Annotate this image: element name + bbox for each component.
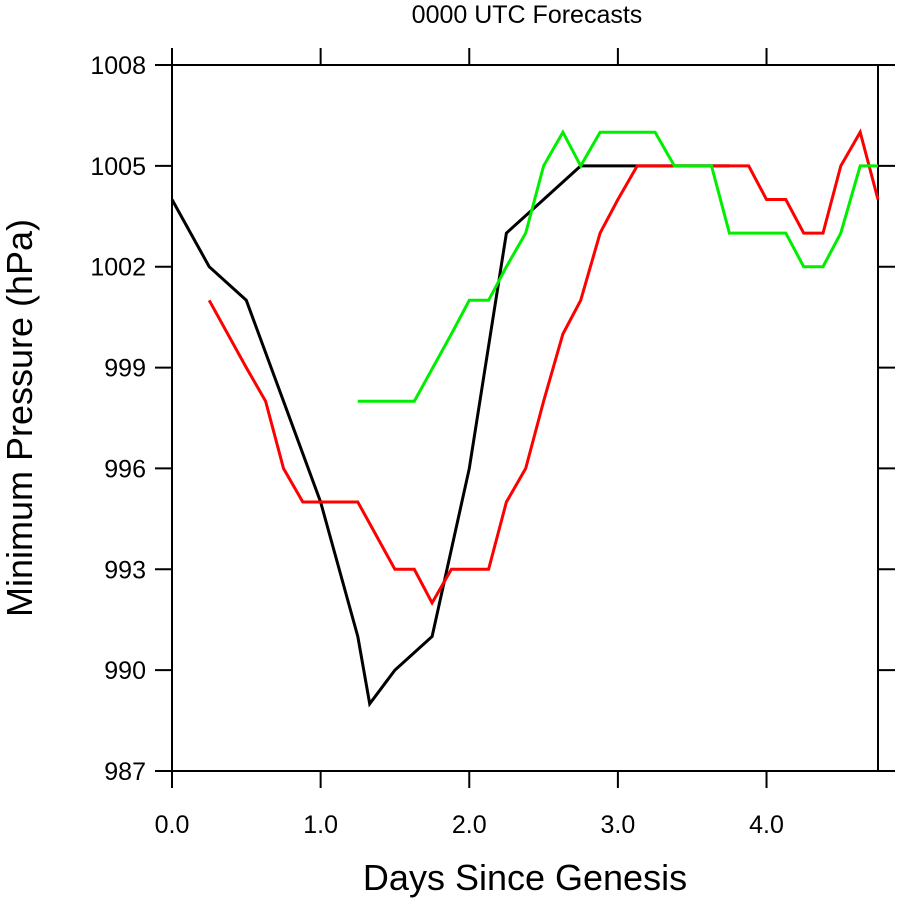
series-line-3 bbox=[357, 129, 878, 403]
y-tick-label: 1005 bbox=[90, 153, 146, 181]
y-tick-label: 996 bbox=[104, 455, 146, 483]
x-tick-label: 4.0 bbox=[749, 811, 784, 839]
y-tick-label: 999 bbox=[104, 355, 146, 383]
y-tick-label: 987 bbox=[104, 758, 146, 786]
series-line-1 bbox=[170, 164, 730, 708]
x-axis-label: Days Since Genesis bbox=[363, 857, 687, 898]
x-tick-label: 2.0 bbox=[452, 811, 487, 839]
x-tick-label: 1.0 bbox=[303, 811, 338, 839]
y-axis-label: Minimum Pressure (hPa) bbox=[0, 219, 40, 617]
y-tick-label: 1002 bbox=[90, 254, 146, 282]
chart-title: 0000 UTC Forecasts bbox=[412, 1, 643, 29]
x-tick-label: 0.0 bbox=[155, 811, 190, 839]
y-tick-label: 993 bbox=[104, 556, 146, 584]
series-line-2 bbox=[207, 128, 880, 607]
plot-frame bbox=[171, 64, 879, 772]
y-tick-label: 990 bbox=[104, 657, 146, 685]
y-tick-label: 1008 bbox=[90, 52, 146, 80]
x-tick-label: 3.0 bbox=[601, 811, 636, 839]
